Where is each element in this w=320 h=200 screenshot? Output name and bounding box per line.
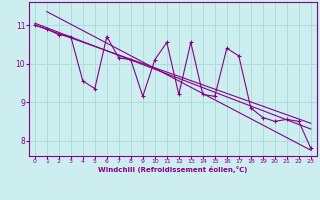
X-axis label: Windchill (Refroidissement éolien,°C): Windchill (Refroidissement éolien,°C): [98, 166, 247, 173]
